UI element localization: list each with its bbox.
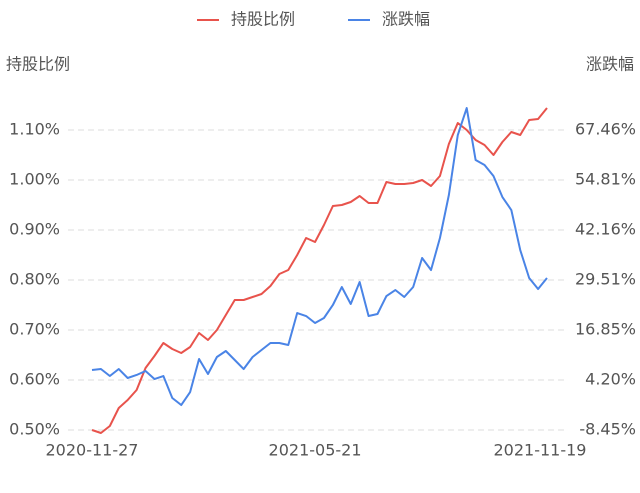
y2-tick-label: 42.16% — [575, 219, 636, 238]
y-tick-label: 0.80% — [9, 270, 60, 289]
y2-tick-label: 29.51% — [575, 269, 636, 288]
y2-tick-label: 67.46% — [575, 119, 636, 138]
legend-label: 持股比例 — [231, 10, 295, 29]
x-tick-label: 2021-05-21 — [269, 441, 362, 460]
y2-tick-label: -8.45% — [579, 420, 636, 439]
y-tick-label: 0.50% — [9, 420, 60, 439]
y-tick-label: 1.00% — [9, 170, 60, 189]
x-tick-label: 2020-11-27 — [46, 441, 139, 460]
y2-tick-label: 16.85% — [575, 320, 636, 339]
y2-tick-label: 54.81% — [575, 169, 636, 188]
y-tick-label: 0.60% — [9, 370, 60, 389]
y-tick-label: 1.10% — [9, 120, 60, 139]
series-line — [91, 107, 548, 434]
y-axis-title: 持股比例 — [6, 55, 70, 74]
legend-label: 涨跌幅 — [382, 10, 430, 29]
y-tick-label: 0.70% — [9, 320, 60, 339]
y2-tick-label: 4.20% — [585, 370, 636, 389]
series-line — [91, 107, 548, 407]
y2-axis-title: 涨跌幅 — [586, 55, 634, 74]
x-tick-label: 2021-11-19 — [494, 441, 587, 460]
y-tick-label: 0.90% — [9, 220, 60, 239]
